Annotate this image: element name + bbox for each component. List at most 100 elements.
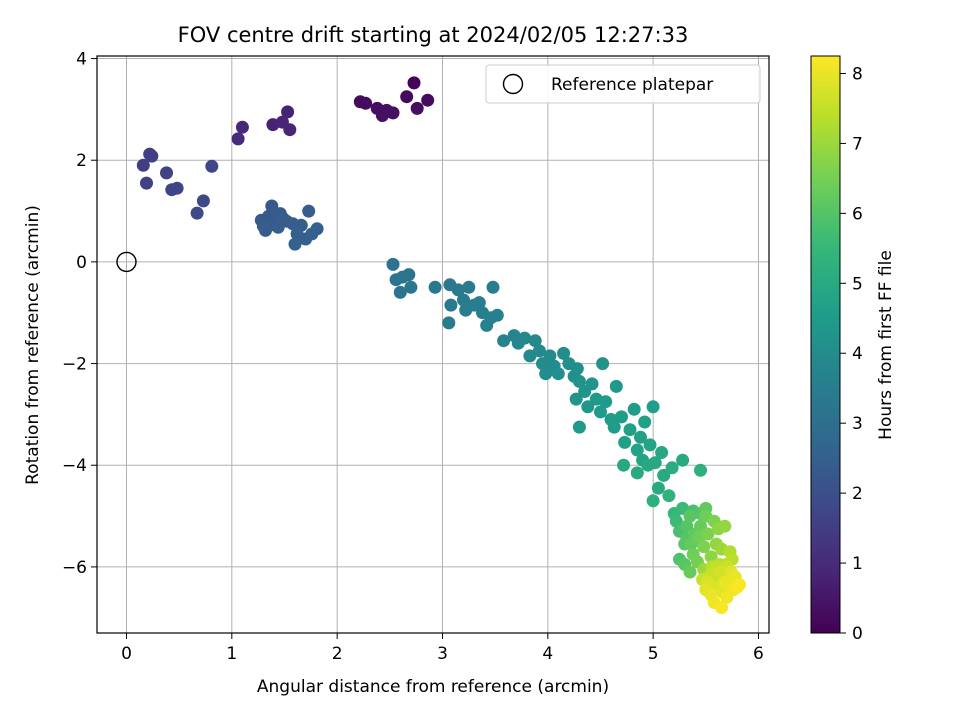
data-point bbox=[532, 344, 546, 358]
data-point bbox=[451, 283, 465, 297]
data-point bbox=[607, 420, 621, 434]
grid-lines bbox=[97, 56, 769, 633]
y-tick-label: −2 bbox=[62, 355, 87, 375]
data-point bbox=[457, 293, 470, 307]
data-point bbox=[630, 443, 644, 457]
data-point bbox=[683, 565, 697, 579]
data-point bbox=[697, 540, 711, 554]
data-point bbox=[288, 237, 302, 251]
data-point bbox=[557, 346, 571, 360]
data-point bbox=[676, 453, 690, 467]
data-point bbox=[490, 308, 504, 322]
data-point bbox=[472, 296, 486, 310]
data-point bbox=[386, 257, 400, 271]
x-axis-label: Angular distance from reference (arcmin) bbox=[257, 677, 609, 697]
colorbar-tick-label: 4 bbox=[852, 344, 863, 364]
x-tick-label: 5 bbox=[648, 644, 659, 664]
colorbar-tick-label: 2 bbox=[852, 484, 863, 504]
data-point bbox=[404, 280, 418, 294]
data-point bbox=[714, 565, 727, 579]
data-point bbox=[407, 76, 421, 90]
data-point bbox=[160, 166, 173, 180]
data-point bbox=[265, 199, 279, 213]
x-tick-label: 2 bbox=[332, 644, 343, 664]
x-tick-label: 6 bbox=[753, 644, 764, 664]
data-point bbox=[646, 400, 660, 414]
data-point bbox=[539, 367, 553, 381]
data-point bbox=[145, 149, 159, 163]
data-point bbox=[235, 120, 249, 134]
plot-frame bbox=[96, 55, 770, 634]
data-point bbox=[669, 514, 683, 528]
legend-marker-open-circle bbox=[502, 73, 524, 95]
reference-marker bbox=[116, 251, 137, 273]
data-point bbox=[136, 158, 150, 172]
data-point bbox=[400, 90, 414, 104]
chart-title: FOV centre drift starting at 2024/02/05 … bbox=[178, 23, 689, 47]
data-point bbox=[256, 219, 270, 233]
data-point bbox=[205, 159, 219, 173]
colorbar-label: Hours from first FF file bbox=[876, 250, 896, 440]
colorbar-ticks: 0 1 2 3 4 5 6 7 8 bbox=[840, 64, 863, 644]
data-point bbox=[528, 334, 542, 348]
colorbar-tick-label: 0 bbox=[852, 624, 863, 644]
data-point bbox=[421, 93, 435, 107]
data-point bbox=[704, 550, 718, 564]
data-point bbox=[665, 461, 679, 475]
data-point bbox=[428, 280, 442, 294]
data-point bbox=[572, 374, 586, 388]
data-point bbox=[375, 109, 389, 122]
data-point bbox=[276, 212, 290, 226]
data-point bbox=[462, 280, 476, 294]
data-point bbox=[662, 489, 676, 503]
y-axis-ticks: 4 2 0 −2 −4 −6 bbox=[62, 50, 97, 578]
data-point bbox=[651, 481, 665, 495]
colorbar-tick-label: 6 bbox=[852, 204, 863, 224]
data-point bbox=[386, 106, 400, 120]
data-point bbox=[281, 105, 295, 119]
data-point bbox=[569, 392, 583, 406]
data-point bbox=[283, 123, 297, 137]
data-point bbox=[683, 509, 697, 523]
data-point bbox=[623, 423, 637, 437]
data-point bbox=[627, 402, 641, 416]
data-point bbox=[302, 204, 316, 218]
legend-label: Reference platepar bbox=[551, 75, 713, 95]
data-point bbox=[393, 285, 407, 299]
data-point bbox=[715, 601, 729, 615]
y-axis-label: Rotation from reference (arcmin) bbox=[23, 205, 43, 485]
data-point bbox=[609, 379, 623, 393]
y-tick-label: 2 bbox=[76, 151, 87, 171]
data-point bbox=[617, 458, 631, 472]
data-point bbox=[680, 519, 694, 533]
data-point bbox=[618, 435, 632, 449]
x-tick-label: 0 bbox=[121, 644, 132, 664]
data-point bbox=[486, 280, 500, 294]
data-point bbox=[657, 468, 671, 482]
x-tick-label: 4 bbox=[542, 644, 553, 664]
data-point bbox=[190, 206, 204, 220]
colorbar-tick-label: 5 bbox=[852, 274, 863, 294]
data-point bbox=[444, 298, 458, 312]
data-point bbox=[305, 227, 319, 241]
data-point bbox=[701, 527, 715, 541]
data-point bbox=[646, 494, 660, 508]
data-point bbox=[694, 463, 707, 477]
data-point bbox=[196, 194, 210, 208]
data-point bbox=[543, 349, 557, 363]
data-point bbox=[170, 181, 184, 195]
data-point bbox=[630, 466, 644, 480]
colorbar-tick-label: 3 bbox=[852, 414, 863, 434]
data-point bbox=[596, 357, 610, 371]
data-point bbox=[572, 420, 586, 434]
data-point bbox=[594, 405, 607, 419]
colorbar bbox=[810, 55, 841, 634]
data-point bbox=[396, 270, 409, 284]
data-point bbox=[615, 410, 628, 424]
colorbar-tick-label: 8 bbox=[852, 64, 863, 84]
colorbar-tick-label: 7 bbox=[852, 134, 863, 154]
data-points bbox=[136, 76, 746, 615]
data-point bbox=[410, 101, 424, 115]
data-point bbox=[585, 377, 599, 391]
x-axis-ticks: 0 1 2 3 4 5 6 bbox=[121, 633, 764, 664]
